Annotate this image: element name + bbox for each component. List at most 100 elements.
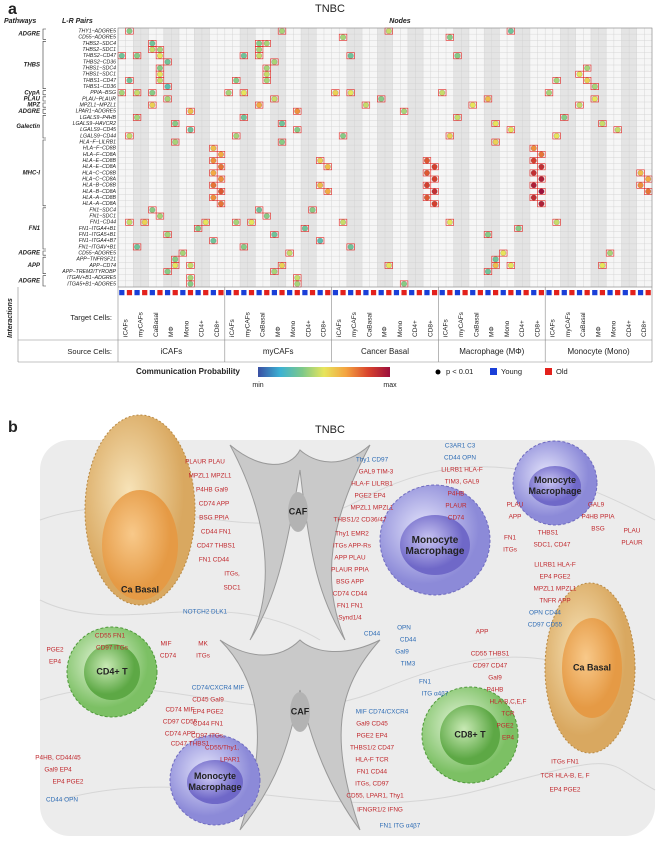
dot xyxy=(378,96,385,102)
header: Pathways xyxy=(4,18,36,25)
dot xyxy=(263,65,270,71)
annotation: TIM3, GAL9 xyxy=(445,479,480,486)
annotation: APP PLAU xyxy=(334,555,366,562)
dot xyxy=(317,182,324,189)
cell-box xyxy=(483,95,493,103)
cell-box xyxy=(239,89,248,97)
group-square xyxy=(119,290,125,296)
annotation: PLAU xyxy=(624,528,641,535)
group-square xyxy=(378,290,384,296)
cell-box xyxy=(453,114,462,121)
dot xyxy=(507,262,514,269)
cell-box xyxy=(262,77,271,84)
annotation: LPAR1 xyxy=(220,757,240,764)
annotation: CD47 THBS1 xyxy=(197,543,236,550)
cell-box xyxy=(346,89,355,97)
colorbar xyxy=(258,367,390,377)
cell-box xyxy=(186,107,195,115)
dot xyxy=(492,120,499,127)
pair-label: MPZL1−MPZL1 xyxy=(80,102,117,108)
dot xyxy=(446,219,453,226)
annotation: CD44 OPN xyxy=(46,797,78,804)
cell-box xyxy=(483,231,493,238)
group-square xyxy=(584,290,590,296)
dot xyxy=(210,237,217,244)
dot xyxy=(263,213,270,219)
dot xyxy=(164,231,171,238)
dot xyxy=(591,96,598,102)
annotation: EP4 xyxy=(49,659,62,666)
dot xyxy=(210,170,217,176)
dot xyxy=(157,52,163,59)
cell-box xyxy=(430,163,439,171)
group-square xyxy=(424,290,430,296)
cell-box xyxy=(216,151,226,158)
legend-title: Communication Probability xyxy=(136,367,241,376)
cell-box xyxy=(125,218,134,226)
dot xyxy=(256,207,263,213)
annotation: PGE2 xyxy=(496,723,513,730)
dot xyxy=(553,219,560,226)
target-label: CaBasal xyxy=(260,312,267,337)
cell-label: Monocyte Macrophage xyxy=(188,771,241,792)
dot xyxy=(561,114,568,121)
cell-box xyxy=(155,52,165,60)
cell-box xyxy=(132,114,142,121)
annotation: EP4 PGE2 xyxy=(540,574,571,581)
dot xyxy=(530,194,537,201)
dot xyxy=(172,139,179,145)
cell-box xyxy=(125,132,134,140)
pair-label: HLA−E−CD8A xyxy=(83,164,117,170)
cell-box xyxy=(163,268,172,275)
dot xyxy=(294,281,301,287)
dot xyxy=(340,219,346,226)
cell-box xyxy=(552,77,561,84)
dot xyxy=(256,52,263,59)
group-square xyxy=(134,290,140,296)
dot xyxy=(233,77,240,84)
cell-box xyxy=(163,95,172,103)
annotation: ITGs FN1 xyxy=(551,759,579,766)
annotation: CD55, LPAR1, Thy1 xyxy=(346,793,404,800)
cell-box xyxy=(163,83,172,90)
group-square xyxy=(393,290,400,296)
cell-box xyxy=(453,52,462,60)
dot xyxy=(431,176,438,182)
annotation: Synd1/4 xyxy=(338,615,362,622)
dot xyxy=(118,89,125,96)
group-square xyxy=(325,290,331,296)
annotation: P4HB PPIA xyxy=(581,514,615,521)
target-label: myCAFs xyxy=(565,311,572,337)
panel-title: TNBC xyxy=(315,424,345,436)
dot xyxy=(134,244,140,250)
annotation: GAL9 TIM-3 xyxy=(359,469,394,476)
cell-box xyxy=(186,262,195,269)
dot xyxy=(492,262,499,269)
annotation: LILRB1 HLA-F xyxy=(534,562,576,569)
cell-box xyxy=(285,249,294,257)
pair-label: ITGA5+B1−ADGRE5 xyxy=(67,281,116,287)
cell-box xyxy=(529,169,538,177)
annotation: OPN xyxy=(397,625,411,632)
dot xyxy=(347,244,354,250)
pathway-label: FN1 xyxy=(29,226,41,232)
pathway-label: ADGRE xyxy=(17,32,41,38)
cell-box xyxy=(316,157,325,164)
target-label: MΦ xyxy=(595,326,602,337)
group-square xyxy=(164,290,171,296)
cell-box xyxy=(445,33,454,41)
annotation: PLAU xyxy=(507,502,524,509)
group-square xyxy=(615,290,621,296)
annotation: TCR xyxy=(501,711,515,718)
annotation: ITGs APP-Rs xyxy=(333,543,371,550)
cell-box xyxy=(277,138,287,146)
group-square xyxy=(233,290,239,296)
dot xyxy=(507,126,514,133)
legend-label: p < 0.01 xyxy=(446,367,473,376)
annotation: CD55 FN1 xyxy=(95,633,126,640)
dot xyxy=(500,250,507,256)
cell-box xyxy=(209,181,218,189)
annotation: APP xyxy=(509,514,522,521)
panel-b: Ca Basal CAF CAF Monocyte Macrophage Monocyte… xyxy=(35,443,643,830)
